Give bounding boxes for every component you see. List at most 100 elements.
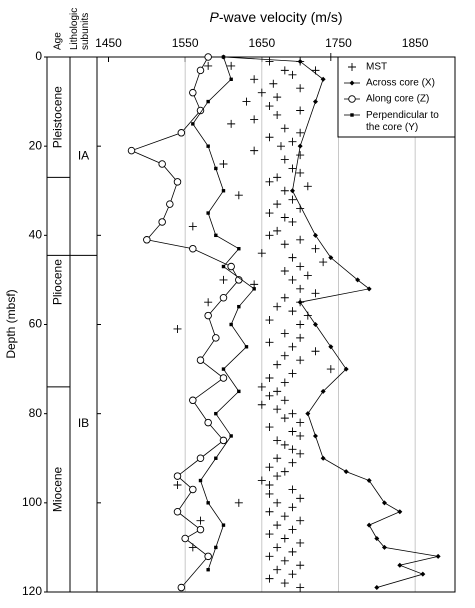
point xyxy=(177,583,186,592)
point xyxy=(355,277,361,283)
point xyxy=(265,552,274,561)
unit-header: Lithologicsubunits xyxy=(69,8,91,50)
point xyxy=(297,143,303,149)
point xyxy=(173,481,182,489)
point xyxy=(143,236,151,244)
point xyxy=(265,530,274,539)
point xyxy=(296,235,305,244)
age-label: Pliocene xyxy=(51,259,65,305)
point xyxy=(250,115,259,124)
point xyxy=(280,579,289,588)
point xyxy=(280,512,289,521)
point xyxy=(297,299,303,305)
point xyxy=(280,467,289,476)
point xyxy=(181,534,189,543)
point xyxy=(173,508,182,516)
point xyxy=(198,478,203,483)
point xyxy=(312,433,318,439)
point xyxy=(265,57,274,66)
point xyxy=(227,61,236,70)
point xyxy=(166,200,174,208)
point xyxy=(227,119,236,128)
point xyxy=(311,244,320,253)
point xyxy=(265,133,274,142)
x-tick-label: 1550 xyxy=(172,36,199,50)
point xyxy=(276,142,285,151)
point xyxy=(374,536,380,541)
x-tick-label: 1450 xyxy=(95,36,122,50)
point xyxy=(420,571,426,577)
unit-column xyxy=(69,56,98,593)
point xyxy=(296,262,305,271)
point xyxy=(173,178,182,186)
point xyxy=(221,55,226,59)
point xyxy=(312,99,318,105)
point xyxy=(221,523,226,527)
point xyxy=(189,396,197,405)
point xyxy=(288,570,297,579)
point xyxy=(288,458,297,467)
point xyxy=(177,129,186,137)
point xyxy=(320,76,326,82)
point xyxy=(435,553,441,559)
point xyxy=(280,534,289,543)
point xyxy=(312,232,318,238)
point xyxy=(374,585,380,591)
point xyxy=(296,516,305,525)
point xyxy=(273,93,282,102)
point xyxy=(305,411,311,417)
y-tick-label: 80 xyxy=(29,406,43,420)
point xyxy=(273,200,282,209)
point xyxy=(234,191,243,200)
point xyxy=(257,400,266,409)
point xyxy=(348,95,356,103)
age-label: Miocene xyxy=(51,466,65,512)
point xyxy=(229,322,233,327)
point xyxy=(219,294,228,302)
point xyxy=(366,286,372,292)
point xyxy=(296,583,305,592)
point xyxy=(288,275,297,284)
point xyxy=(273,472,282,481)
point xyxy=(221,367,226,371)
y-axis-label: Depth (mbsf) xyxy=(4,289,18,358)
point xyxy=(273,110,282,119)
point xyxy=(269,79,278,88)
point xyxy=(288,70,297,79)
point xyxy=(296,356,305,365)
point xyxy=(280,240,289,249)
point xyxy=(273,454,282,463)
point xyxy=(303,182,312,191)
point xyxy=(265,574,274,583)
age-header: Age xyxy=(53,32,64,50)
y-tick-label: 0 xyxy=(35,49,42,63)
point xyxy=(273,360,282,369)
legend-label: Across core (X) xyxy=(366,78,435,89)
y-tick-label: 120 xyxy=(22,584,42,598)
point xyxy=(206,99,210,104)
point xyxy=(250,146,259,155)
point xyxy=(296,84,305,93)
point xyxy=(273,436,282,445)
point xyxy=(320,455,326,461)
point xyxy=(214,411,218,416)
point xyxy=(280,267,289,275)
point xyxy=(257,382,266,391)
point xyxy=(288,307,297,316)
chart-title: P-wave velocity (m/s) xyxy=(209,9,342,25)
point xyxy=(237,247,241,251)
point xyxy=(326,365,335,374)
point xyxy=(296,106,305,115)
point xyxy=(288,253,297,262)
point xyxy=(252,287,256,291)
point xyxy=(288,503,297,512)
point xyxy=(288,137,297,146)
point xyxy=(273,521,282,530)
x-tick-label: 1850 xyxy=(402,36,429,50)
point xyxy=(280,186,289,195)
point xyxy=(289,188,295,194)
point xyxy=(265,423,274,432)
point xyxy=(280,396,289,405)
series xyxy=(191,55,256,572)
unit-label: IB xyxy=(78,416,89,430)
